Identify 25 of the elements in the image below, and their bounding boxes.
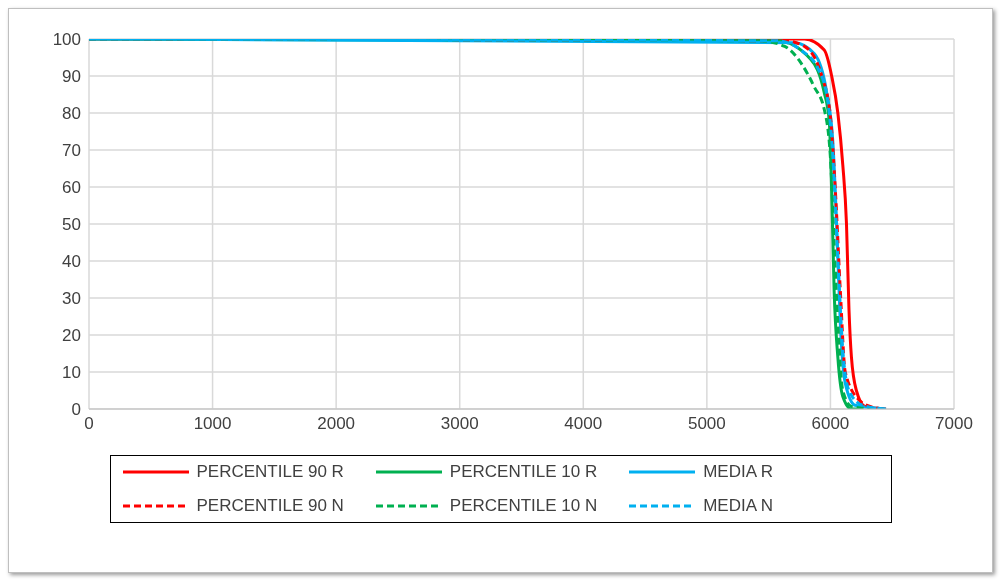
x-tick-label: 7000 [935, 414, 973, 434]
legend-label: PERCENTILE 90 N [196, 496, 344, 516]
x-tick-label: 6000 [811, 414, 850, 434]
legend-label: PERCENTILE 10 N [449, 496, 598, 516]
y-tick-label: 50 [62, 215, 81, 235]
x-tick-label: 0 [84, 414, 94, 434]
legend-label: PERCENTILE 10 R [449, 462, 598, 482]
legend-label: PERCENTILE 90 R [196, 462, 344, 482]
y-tick-label: 0 [71, 400, 81, 420]
legend-label: MEDIA N [703, 496, 774, 516]
y-tick-label: 80 [62, 104, 81, 124]
y-tick-label: 100 [52, 30, 81, 50]
y-tick-label: 60 [62, 178, 81, 198]
y-tick-label: 40 [62, 252, 81, 272]
x-tick-label: 3000 [440, 414, 479, 434]
legend-label: MEDIA R [703, 462, 774, 482]
y-tick-label: 90 [62, 67, 81, 87]
y-tick-label: 30 [62, 289, 81, 309]
x-tick-label: 2000 [317, 414, 356, 434]
x-tick-label: 4000 [564, 414, 603, 434]
x-tick-label: 5000 [687, 414, 726, 434]
x-tick-label: 1000 [193, 414, 232, 434]
y-tick-label: 20 [62, 326, 81, 346]
y-tick-label: 70 [62, 141, 81, 161]
y-tick-label: 10 [62, 363, 81, 383]
